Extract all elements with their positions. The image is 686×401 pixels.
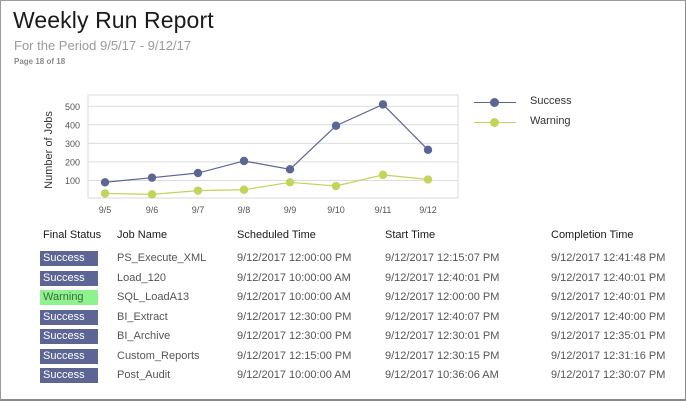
legend-item-success: Success — [472, 93, 612, 113]
data-point — [285, 165, 295, 174]
status-badge: Success — [40, 309, 98, 325]
status-badge: Success — [40, 368, 98, 383]
x-tick-label: 9/5 — [99, 205, 112, 215]
status-badge: Success — [40, 270, 98, 286]
table-row: Success Load_120 9/12/2017 10:00:00 AM 9/12… — [40, 270, 680, 288]
header-completion-time: Completion Time — [551, 229, 634, 241]
scheduled-time-cell: 9/12/2017 12:30:00 PM — [237, 330, 352, 342]
status-badge: Success — [40, 329, 98, 344]
data-point — [423, 175, 433, 184]
status-badge: Success — [40, 251, 98, 266]
y-axis-label: Number of Jobs — [43, 111, 55, 189]
job-name-cell: Load_120 — [117, 271, 166, 284]
header-start-time: Start Time — [385, 229, 436, 241]
status-badge: Success — [40, 348, 98, 364]
job-name-cell: Custom_Reports — [117, 349, 200, 362]
data-point — [239, 156, 249, 166]
legend-marker-icon — [490, 98, 499, 107]
start-time-cell: 9/12/2017 12:15:07 PM — [385, 252, 500, 264]
plot-area — [87, 94, 459, 199]
table-row: Success BI_Extract 9/12/2017 12:30:00 PM 9/… — [40, 309, 680, 327]
data-point — [285, 178, 295, 187]
data-point — [331, 181, 341, 191]
data-point — [100, 189, 110, 198]
data-point — [331, 121, 341, 130]
data-point — [378, 100, 388, 109]
scheduled-time-cell: 9/12/2017 12:30:00 PM — [237, 310, 352, 323]
start-time-cell: 9/12/2017 12:00:00 PM — [385, 291, 500, 303]
legend-label: Success — [530, 95, 572, 107]
table-row: Success Custom_Reports 9/12/2017 12:15:00 … — [40, 348, 680, 366]
header-final-status: Final Status — [43, 229, 102, 241]
data-point — [193, 168, 203, 178]
job-name-cell: BI_Archive — [117, 330, 171, 342]
legend-marker-icon — [490, 118, 499, 127]
table-row: Success PS_Execute_XML 9/12/2017 12:00:00 … — [40, 250, 680, 268]
x-tick-label: 9/9 — [284, 205, 297, 215]
table-row: Success BI_Archive 9/12/2017 12:30:00 PM 9/… — [40, 328, 680, 346]
completion-time-cell: 9/12/2017 12:31:16 PM — [551, 349, 666, 362]
data-point — [147, 173, 157, 182]
data-point — [378, 170, 388, 180]
job-name-cell: SQL_LoadA13 — [117, 291, 190, 303]
data-point — [193, 186, 203, 195]
scheduled-time-cell: 9/12/2017 10:00:00 AM — [237, 271, 351, 284]
scheduled-time-cell: 9/12/2017 10:00:00 AM — [237, 291, 351, 303]
x-tick-label: 9/11 — [375, 205, 392, 215]
completion-time-cell: 9/12/2017 12:35:01 PM — [551, 330, 666, 342]
completion-time-cell: 9/12/2017 12:40:01 PM — [551, 291, 666, 303]
report-title: Weekly Run Report — [13, 7, 214, 33]
y-tick-label: 400 — [65, 120, 80, 130]
start-time-cell: 9/12/2017 12:40:07 PM — [385, 310, 500, 323]
x-tick-label: 9/10 — [327, 205, 345, 215]
scheduled-time-cell: 9/12/2017 12:15:00 PM — [237, 349, 352, 362]
start-time-cell: 9/12/2017 12:40:01 PM — [385, 271, 500, 284]
status-badge: Warning — [40, 290, 98, 305]
line-chart: 100 200 300 400 500 9/5 9/6 9/7 9/8 9/9 9/10 9/11 9/… — [43, 94, 459, 215]
x-tick-label: 9/12 — [419, 205, 437, 215]
data-point — [423, 145, 433, 155]
y-tick-label: 300 — [65, 139, 80, 149]
completion-time-cell: 9/12/2017 12:41:48 PM — [551, 252, 666, 264]
scheduled-time-cell: 9/12/2017 12:00:00 PM — [237, 252, 352, 264]
job-name-cell: Post_Audit — [117, 369, 171, 381]
start-time-cell: 9/12/2017 10:36:06 AM — [385, 369, 499, 381]
report-period: For the Period 9/5/17 - 9/12/17 — [14, 38, 192, 53]
start-time-cell: 9/12/2017 12:30:01 PM — [385, 330, 500, 342]
y-tick-label: 100 — [65, 176, 80, 186]
x-tick-label: 9/7 — [192, 205, 205, 215]
job-name-cell: PS_Execute_XML — [117, 252, 207, 264]
y-tick-label: 200 — [65, 157, 80, 167]
job-name-cell: BI_Extract — [117, 310, 168, 323]
x-tick-label: 9/8 — [238, 205, 251, 215]
data-point — [239, 185, 249, 194]
table-row: Warning SQL_LoadA13 9/12/2017 10:00:00 AM 9… — [40, 289, 680, 307]
legend-label: Warning — [530, 115, 571, 127]
scheduled-time-cell: 9/12/2017 10:00:00 AM — [237, 369, 351, 381]
completion-time-cell: 9/12/2017 12:40:01 PM — [551, 271, 666, 284]
table-row: Success Post_Audit 9/12/2017 10:00:00 AM 9/… — [40, 367, 680, 385]
legend-item-warning: Warning — [472, 113, 612, 133]
y-tick-label: 500 — [65, 102, 80, 112]
header-scheduled-time: Scheduled Time — [237, 229, 316, 241]
x-tick-label: 9/6 — [146, 205, 159, 215]
completion-time-cell: 9/12/2017 12:40:00 PM — [551, 310, 666, 323]
page-indicator: Page 18 of 18 — [14, 57, 66, 66]
completion-time-cell: 9/12/2017 12:30:07 PM — [551, 369, 666, 381]
start-time-cell: 9/12/2017 12:30:15 PM — [385, 349, 500, 362]
series-line-warning — [104, 174, 429, 195]
header-job-name: Job Name — [117, 229, 168, 241]
data-point — [100, 178, 110, 187]
chart-legend: Success Warning — [472, 93, 612, 133]
data-point — [147, 190, 157, 199]
series-line-success — [104, 103, 429, 183]
